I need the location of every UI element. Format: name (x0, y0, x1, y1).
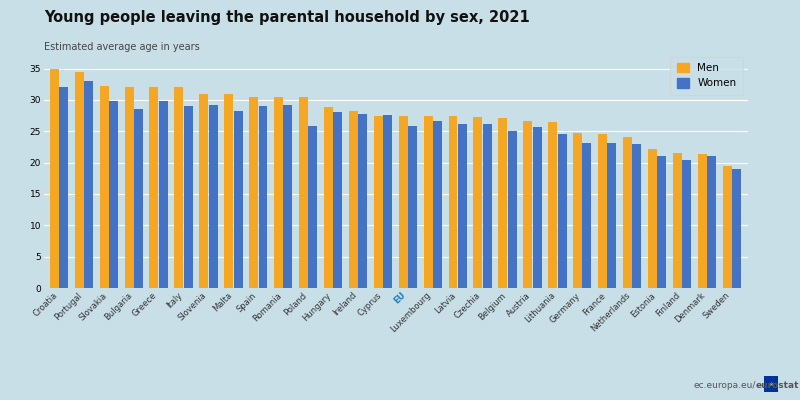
Bar (134, 109, 143, 288)
Bar (324, 108, 333, 288)
Text: ec.europa.eu/: ec.europa.eu/ (694, 381, 756, 390)
Bar (598, 134, 607, 288)
Bar (174, 87, 183, 288)
Bar (283, 105, 292, 288)
Bar (433, 120, 442, 288)
Bar (258, 106, 267, 288)
Bar (125, 87, 134, 288)
Bar (482, 124, 492, 288)
Bar (84, 81, 93, 288)
Bar (209, 105, 218, 288)
Bar (334, 112, 342, 288)
Bar (673, 153, 682, 288)
Bar (648, 149, 657, 288)
Bar (607, 143, 616, 288)
Bar (159, 101, 168, 288)
Bar (308, 126, 318, 288)
Bar (109, 101, 118, 288)
Bar (722, 166, 732, 288)
Text: eurostat: eurostat (756, 381, 799, 390)
Bar (224, 94, 234, 288)
Bar (548, 122, 557, 288)
Bar (558, 134, 566, 288)
Bar (474, 118, 482, 288)
Bar (274, 97, 283, 288)
Bar (498, 118, 507, 288)
Bar (449, 116, 458, 288)
Bar (632, 144, 642, 288)
Bar (358, 114, 367, 288)
Bar (698, 154, 706, 288)
Bar (199, 94, 208, 288)
Bar (423, 116, 433, 288)
Bar (582, 143, 591, 288)
Bar (398, 116, 408, 288)
Bar (100, 86, 109, 288)
Bar (658, 156, 666, 288)
Legend: Men, Women: Men, Women (670, 56, 742, 95)
Bar (383, 115, 392, 288)
Bar (623, 137, 632, 288)
Bar (508, 131, 517, 288)
Bar (707, 156, 716, 288)
Bar (59, 87, 68, 288)
Bar (184, 106, 193, 288)
Bar (50, 69, 58, 288)
Bar (234, 110, 242, 288)
Bar (74, 72, 84, 288)
Bar (732, 169, 741, 288)
Bar (533, 127, 542, 288)
Bar (408, 126, 417, 288)
Bar (682, 160, 691, 288)
Bar (349, 111, 358, 288)
Bar (249, 97, 258, 288)
Text: Young people leaving the parental household by sex, 2021: Young people leaving the parental househ… (44, 10, 530, 25)
Bar (374, 116, 382, 288)
Bar (573, 133, 582, 288)
Bar (458, 124, 467, 288)
Bar (150, 87, 158, 288)
Text: Estimated average age in years: Estimated average age in years (44, 42, 200, 52)
Bar (299, 97, 308, 288)
Bar (523, 120, 532, 288)
Text: ★: ★ (769, 382, 774, 386)
